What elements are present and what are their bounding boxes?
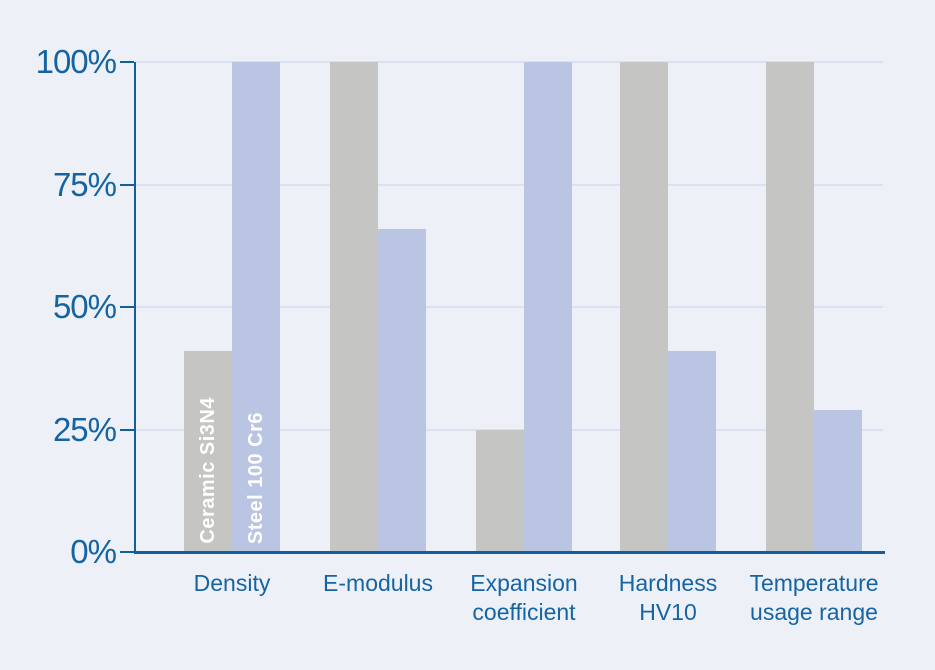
bar-ceramic-si3n4-expansion-coefficient [476,429,524,552]
y-tick-mark-75 [120,183,134,186]
series-label-steel-100-cr6: Steel 100 Cr6 [244,411,267,544]
gridline-50 [136,306,883,308]
x-axis-line [134,551,885,554]
gridline-75 [136,183,883,186]
category-label-line: coefficient [472,599,576,625]
category-label-temperature-usage-range: Temperature usage range [724,569,904,627]
y-tick-mark-25 [120,428,134,431]
y-tick-mark-50 [120,306,134,308]
category-label-line: E-modulus [323,570,433,596]
category-label-expansion-coefficient: Expansion coefficient [434,569,614,627]
category-label-line: Temperature [749,570,879,596]
category-label-e-modulus: E-modulus [288,569,468,598]
bar-ceramic-si3n4-density: Ceramic Si3N4 [184,351,232,552]
y-tick-label-0: 0% [70,533,117,570]
y-tick-mark-100 [120,61,134,63]
y-tick-label-100: 100% [35,43,117,80]
gridline-100 [136,61,883,63]
bar-steel-100-cr6-expansion-coefficient [524,62,572,552]
y-tick-label-50: 50% [52,288,117,325]
y-axis-line [134,62,136,552]
category-label-density: Density [142,569,322,598]
bar-ceramic-si3n4-hardness-hv10 [620,62,668,552]
bar-ceramic-si3n4-temperature-usage-range [766,62,814,552]
category-label-line: Expansion [470,570,578,596]
category-label-line: Density [193,570,271,596]
bar-ceramic-si3n4-e-modulus [330,62,378,552]
y-tick-label-25: 25% [52,410,117,448]
category-label-line: HV10 [639,599,697,625]
category-label-line: Hardness [618,570,718,596]
y-tick-label-75: 75% [52,165,117,203]
series-label-ceramic-si3n4: Ceramic Si3N4 [196,397,219,544]
bar-steel-100-cr6-temperature-usage-range [814,409,862,552]
bar-steel-100-cr6-hardness-hv10 [668,351,716,552]
y-tick-mark-0 [120,551,134,553]
bar-steel-100-cr6-density: Steel 100 Cr6 [232,62,280,552]
bar-steel-100-cr6-e-modulus [378,228,426,552]
category-label-line: usage range [750,599,878,625]
category-label-hardness-hv10: Hardness HV10 [578,569,758,627]
